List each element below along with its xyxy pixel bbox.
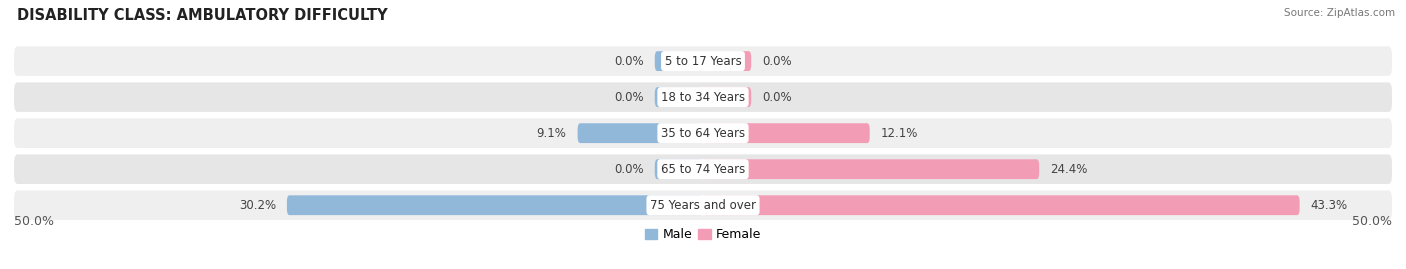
Text: 0.0%: 0.0% bbox=[614, 91, 644, 104]
FancyBboxPatch shape bbox=[14, 82, 1392, 112]
FancyBboxPatch shape bbox=[14, 46, 1392, 76]
FancyBboxPatch shape bbox=[287, 195, 703, 215]
FancyBboxPatch shape bbox=[655, 87, 703, 107]
FancyBboxPatch shape bbox=[703, 51, 751, 71]
Text: 0.0%: 0.0% bbox=[614, 163, 644, 176]
Text: 24.4%: 24.4% bbox=[1050, 163, 1088, 176]
Text: 0.0%: 0.0% bbox=[762, 55, 792, 68]
FancyBboxPatch shape bbox=[14, 190, 1392, 220]
FancyBboxPatch shape bbox=[703, 159, 1039, 179]
FancyBboxPatch shape bbox=[655, 51, 703, 71]
Text: 12.1%: 12.1% bbox=[880, 127, 918, 140]
Text: Source: ZipAtlas.com: Source: ZipAtlas.com bbox=[1284, 8, 1395, 18]
FancyBboxPatch shape bbox=[703, 87, 751, 107]
Text: DISABILITY CLASS: AMBULATORY DIFFICULTY: DISABILITY CLASS: AMBULATORY DIFFICULTY bbox=[17, 8, 388, 23]
FancyBboxPatch shape bbox=[578, 123, 703, 143]
Text: 18 to 34 Years: 18 to 34 Years bbox=[661, 91, 745, 104]
FancyBboxPatch shape bbox=[14, 118, 1392, 148]
Legend: Male, Female: Male, Female bbox=[640, 223, 766, 246]
Text: 5 to 17 Years: 5 to 17 Years bbox=[665, 55, 741, 68]
Text: 75 Years and over: 75 Years and over bbox=[650, 199, 756, 212]
Text: 0.0%: 0.0% bbox=[762, 91, 792, 104]
Text: 50.0%: 50.0% bbox=[1353, 215, 1392, 228]
Text: 65 to 74 Years: 65 to 74 Years bbox=[661, 163, 745, 176]
Text: 35 to 64 Years: 35 to 64 Years bbox=[661, 127, 745, 140]
Text: 9.1%: 9.1% bbox=[537, 127, 567, 140]
FancyBboxPatch shape bbox=[14, 154, 1392, 184]
FancyBboxPatch shape bbox=[703, 123, 870, 143]
FancyBboxPatch shape bbox=[655, 159, 703, 179]
Text: 0.0%: 0.0% bbox=[614, 55, 644, 68]
Text: 43.3%: 43.3% bbox=[1310, 199, 1348, 212]
Text: 30.2%: 30.2% bbox=[239, 199, 276, 212]
FancyBboxPatch shape bbox=[703, 195, 1299, 215]
Text: 50.0%: 50.0% bbox=[14, 215, 53, 228]
